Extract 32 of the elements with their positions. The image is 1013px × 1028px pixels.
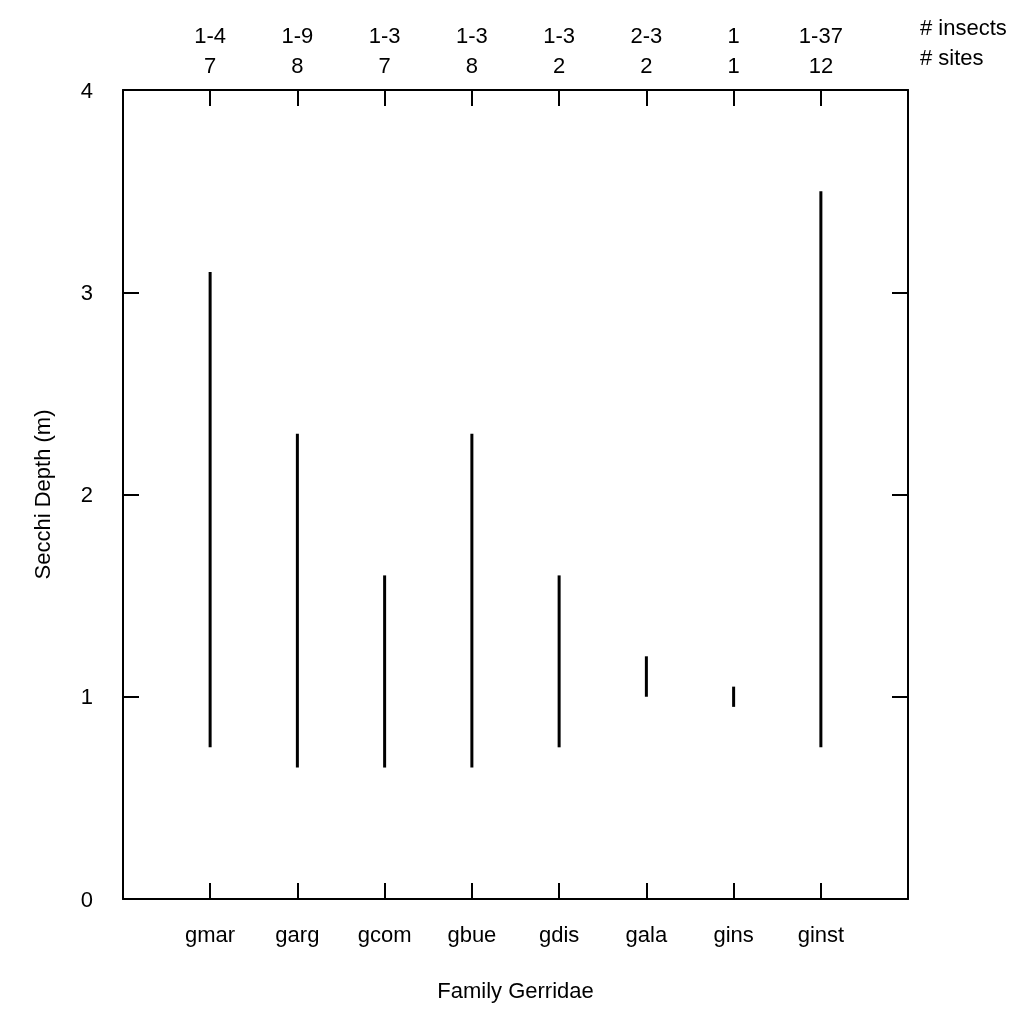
annotation: 1-3 7: [368, 22, 401, 78]
y-tick-label: 1: [80, 684, 93, 710]
y-tick-label: 2: [80, 482, 93, 507]
x-tick-label: gins: [713, 921, 754, 947]
x-tick-label: gbue: [447, 921, 497, 947]
y-tick-label: 4: [80, 77, 93, 103]
bar: [208, 272, 212, 748]
bar: [470, 433, 474, 768]
x-tick-label: gala: [625, 921, 668, 947]
x-tick-label: gmar: [185, 921, 236, 947]
bar: [383, 575, 387, 768]
y-tick-label: 0: [80, 886, 93, 912]
bar: [819, 191, 823, 748]
annotation: 2-3 2: [630, 22, 663, 78]
x-tick-label: garg: [275, 921, 320, 947]
y-tick-label: 3: [80, 279, 93, 305]
annotation: 1 1: [727, 22, 740, 78]
annotation: 1-3 2: [543, 22, 576, 78]
text: # insects # sites: [920, 14, 1007, 70]
x-tick-label: gcom: [357, 921, 412, 947]
x-tick-label: ginst: [797, 921, 845, 947]
annotation: 1-4 7: [194, 22, 227, 78]
bar: [732, 686, 736, 707]
annotation: 1-37 12: [798, 22, 843, 78]
bar: [644, 656, 648, 697]
x-axis-title: Family Gerridae: [437, 977, 594, 1003]
bar: [295, 433, 299, 768]
y-axis-title: Secchi Depth (m): [29, 409, 55, 580]
bar: [557, 575, 561, 748]
annotation: 1-9 8: [281, 22, 314, 78]
annotation: 1-3 8: [455, 22, 488, 78]
x-tick-label: gdis: [538, 921, 580, 947]
